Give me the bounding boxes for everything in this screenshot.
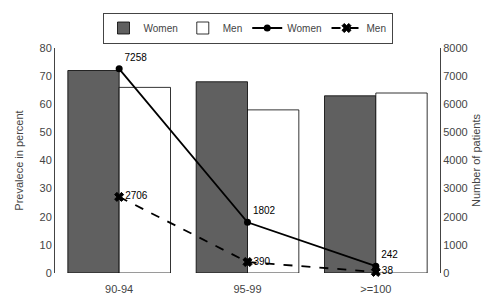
svg-text:40: 40 xyxy=(40,154,52,166)
svg-text:0: 0 xyxy=(443,267,449,279)
svg-text:Men: Men xyxy=(367,23,386,34)
svg-text:7000: 7000 xyxy=(443,70,467,82)
svg-text:30: 30 xyxy=(40,182,52,194)
svg-text:0: 0 xyxy=(46,267,52,279)
svg-text:1802: 1802 xyxy=(253,205,276,216)
svg-text:Women: Women xyxy=(287,23,321,34)
svg-text:242: 242 xyxy=(381,249,398,260)
svg-text:Number of patients: Number of patients xyxy=(470,114,482,207)
svg-text:38: 38 xyxy=(382,265,394,276)
svg-text:5000: 5000 xyxy=(443,126,467,138)
svg-text:1000: 1000 xyxy=(443,239,467,251)
svg-text:95-99: 95-99 xyxy=(233,283,261,295)
svg-text:50: 50 xyxy=(40,126,52,138)
svg-text:60: 60 xyxy=(40,98,52,110)
svg-text:10: 10 xyxy=(40,239,52,251)
svg-text:80: 80 xyxy=(40,42,52,54)
svg-text:90-94: 90-94 xyxy=(105,283,133,295)
svg-text:70: 70 xyxy=(40,70,52,82)
svg-text:390: 390 xyxy=(254,256,271,267)
svg-text:4000: 4000 xyxy=(443,154,467,166)
svg-text:Men: Men xyxy=(223,23,242,34)
svg-text:3000: 3000 xyxy=(443,182,467,194)
svg-text:2706: 2706 xyxy=(125,190,148,201)
svg-text:20: 20 xyxy=(40,211,52,223)
svg-text:8000: 8000 xyxy=(443,42,467,54)
svg-text:6000: 6000 xyxy=(443,98,467,110)
svg-text:Women: Women xyxy=(144,23,178,34)
svg-text:7258: 7258 xyxy=(125,52,148,63)
svg-text:Prevalece in percent: Prevalece in percent xyxy=(13,110,25,210)
svg-text:2000: 2000 xyxy=(443,211,467,223)
svg-text:>=100: >=100 xyxy=(360,283,391,295)
